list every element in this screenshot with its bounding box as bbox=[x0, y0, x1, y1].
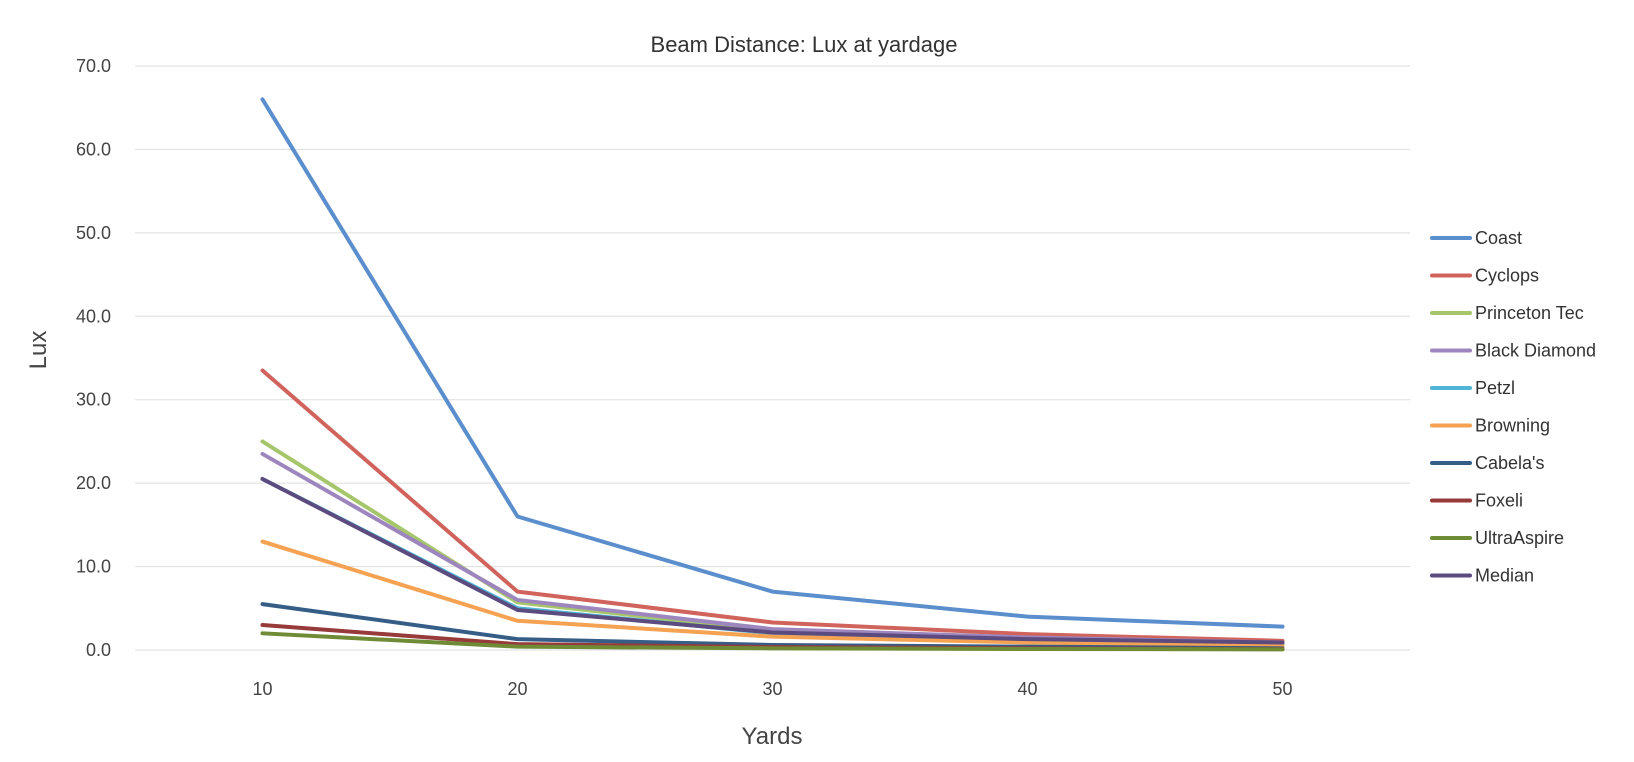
x-tick-label: 10 bbox=[252, 679, 272, 699]
legend-item-princeton-tec: Princeton Tec bbox=[1430, 303, 1584, 323]
legend-label: UltraAspire bbox=[1475, 528, 1564, 548]
legend-label: Coast bbox=[1475, 228, 1522, 248]
series-line-black-diamond bbox=[260, 451, 1285, 645]
x-axis-title: Yards bbox=[742, 723, 803, 750]
y-tick-label: 0.0 bbox=[86, 640, 111, 660]
legend-item-median: Median bbox=[1430, 566, 1534, 586]
legend-label: Cyclops bbox=[1475, 266, 1539, 286]
x-tick-label: 30 bbox=[762, 679, 782, 699]
y-tick-label: 20.0 bbox=[76, 473, 111, 493]
chart-title: Beam Distance: Lux at yardage bbox=[651, 32, 958, 57]
legend-label: Foxeli bbox=[1475, 491, 1523, 511]
legend-label: Petzl bbox=[1475, 378, 1515, 398]
legend-item-petzl: Petzl bbox=[1430, 378, 1515, 398]
x-tick-label: 50 bbox=[1272, 679, 1292, 699]
series-line-coast bbox=[260, 97, 1285, 629]
legend-item-cabela-s: Cabela's bbox=[1430, 453, 1544, 473]
y-tick-label: 40.0 bbox=[76, 306, 111, 326]
legend: Coast Cyclops Princeton Tec Black Diamond Pe… bbox=[1430, 228, 1596, 586]
series-lines-layer bbox=[260, 97, 1285, 652]
x-tick-label: 20 bbox=[507, 679, 527, 699]
y-tick-label: 70.0 bbox=[76, 56, 111, 76]
y-tick-label: 30.0 bbox=[76, 390, 111, 410]
y-tick-label: 50.0 bbox=[76, 223, 111, 243]
x-tick-label: 40 bbox=[1017, 679, 1037, 699]
legend-label: Black Diamond bbox=[1475, 341, 1596, 361]
legend-label: Cabela's bbox=[1475, 453, 1544, 473]
legend-label: Princeton Tec bbox=[1475, 303, 1584, 323]
legend-label: Browning bbox=[1475, 416, 1550, 436]
legend-label: Median bbox=[1475, 566, 1534, 586]
axis-labels-layer: 0.0 10.0 20.0 30.0 40.0 50.0 60.0 70.0 10 20 30 40 5… bbox=[76, 56, 1293, 699]
legend-item-browning: Browning bbox=[1430, 416, 1550, 436]
legend-item-foxeli: Foxeli bbox=[1430, 491, 1523, 511]
y-tick-label: 10.0 bbox=[76, 557, 111, 577]
legend-item-cyclops: Cyclops bbox=[1430, 266, 1539, 286]
legend-item-coast: Coast bbox=[1430, 228, 1522, 248]
y-axis-title: Lux bbox=[25, 331, 52, 370]
series-line-cyclops bbox=[260, 368, 1285, 643]
legend-item-black-diamond: Black Diamond bbox=[1430, 341, 1596, 361]
legend-item-ultraaspire: UltraAspire bbox=[1430, 528, 1564, 548]
y-tick-label: 60.0 bbox=[76, 139, 111, 159]
